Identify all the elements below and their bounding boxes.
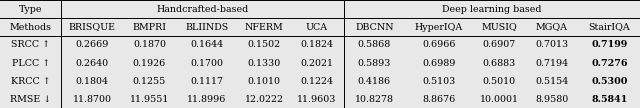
Text: 8.8676: 8.8676 <box>422 94 456 103</box>
Text: 0.7199: 0.7199 <box>591 40 627 49</box>
Text: 0.5300: 0.5300 <box>591 76 627 86</box>
Text: PLCC ↑: PLCC ↑ <box>12 59 50 68</box>
Text: 12.0222: 12.0222 <box>244 94 284 103</box>
Text: 0.2669: 0.2669 <box>76 40 109 49</box>
Text: Deep learning based: Deep learning based <box>442 5 541 14</box>
Text: 0.2640: 0.2640 <box>76 59 109 68</box>
Text: 0.1330: 0.1330 <box>248 59 280 68</box>
Text: 0.6989: 0.6989 <box>422 59 456 68</box>
Text: 0.5103: 0.5103 <box>422 76 456 86</box>
Text: 11.9551: 11.9551 <box>130 94 169 103</box>
Text: 0.5154: 0.5154 <box>536 76 568 86</box>
Text: 0.1644: 0.1644 <box>190 40 223 49</box>
Text: SRCC ↑: SRCC ↑ <box>11 40 51 49</box>
Text: DBCNN: DBCNN <box>355 22 394 32</box>
Text: 0.1804: 0.1804 <box>76 76 109 86</box>
Text: 10.8278: 10.8278 <box>355 94 394 103</box>
Text: 0.5010: 0.5010 <box>483 76 515 86</box>
Text: 0.7276: 0.7276 <box>591 59 627 68</box>
Text: 0.6883: 0.6883 <box>483 59 516 68</box>
Text: HyperIQA: HyperIQA <box>415 22 463 32</box>
Text: 0.5893: 0.5893 <box>358 59 391 68</box>
Text: 0.2021: 0.2021 <box>301 59 333 68</box>
Text: 0.1502: 0.1502 <box>248 40 280 49</box>
Text: 0.1224: 0.1224 <box>301 76 333 86</box>
Text: 11.9603: 11.9603 <box>298 94 337 103</box>
Text: KRCC ↑: KRCC ↑ <box>11 76 51 86</box>
Text: 0.4186: 0.4186 <box>358 76 391 86</box>
Text: 8.5841: 8.5841 <box>591 94 627 103</box>
Text: UCA: UCA <box>306 22 328 32</box>
Text: 10.0001: 10.0001 <box>479 94 518 103</box>
Text: 0.1926: 0.1926 <box>133 59 166 68</box>
Text: RMSE ↓: RMSE ↓ <box>10 94 51 103</box>
Text: Type: Type <box>19 5 42 14</box>
Text: Methods: Methods <box>10 22 52 32</box>
Text: 0.1255: 0.1255 <box>133 76 166 86</box>
Text: 0.6907: 0.6907 <box>483 40 516 49</box>
Text: 0.1117: 0.1117 <box>190 76 223 86</box>
Text: 0.1824: 0.1824 <box>301 40 333 49</box>
Text: StairIQA: StairIQA <box>588 22 630 32</box>
Text: 0.5868: 0.5868 <box>358 40 391 49</box>
Text: 11.8996: 11.8996 <box>187 94 227 103</box>
Text: MGQA: MGQA <box>536 22 568 32</box>
Text: 0.1700: 0.1700 <box>190 59 223 68</box>
Text: 0.1010: 0.1010 <box>248 76 280 86</box>
Text: 8.9580: 8.9580 <box>536 94 568 103</box>
Text: BLIINDS: BLIINDS <box>185 22 228 32</box>
Text: 11.8700: 11.8700 <box>73 94 112 103</box>
Text: 0.7194: 0.7194 <box>536 59 568 68</box>
Text: 0.6966: 0.6966 <box>422 40 456 49</box>
Text: 0.7013: 0.7013 <box>536 40 568 49</box>
Text: BMPRI: BMPRI <box>132 22 166 32</box>
Text: MUSIQ: MUSIQ <box>481 22 517 32</box>
Text: 0.1870: 0.1870 <box>133 40 166 49</box>
Text: Handcrafted-based: Handcrafted-based <box>156 5 249 14</box>
Text: BRISQUE: BRISQUE <box>68 22 116 32</box>
Text: NFERM: NFERM <box>244 22 284 32</box>
